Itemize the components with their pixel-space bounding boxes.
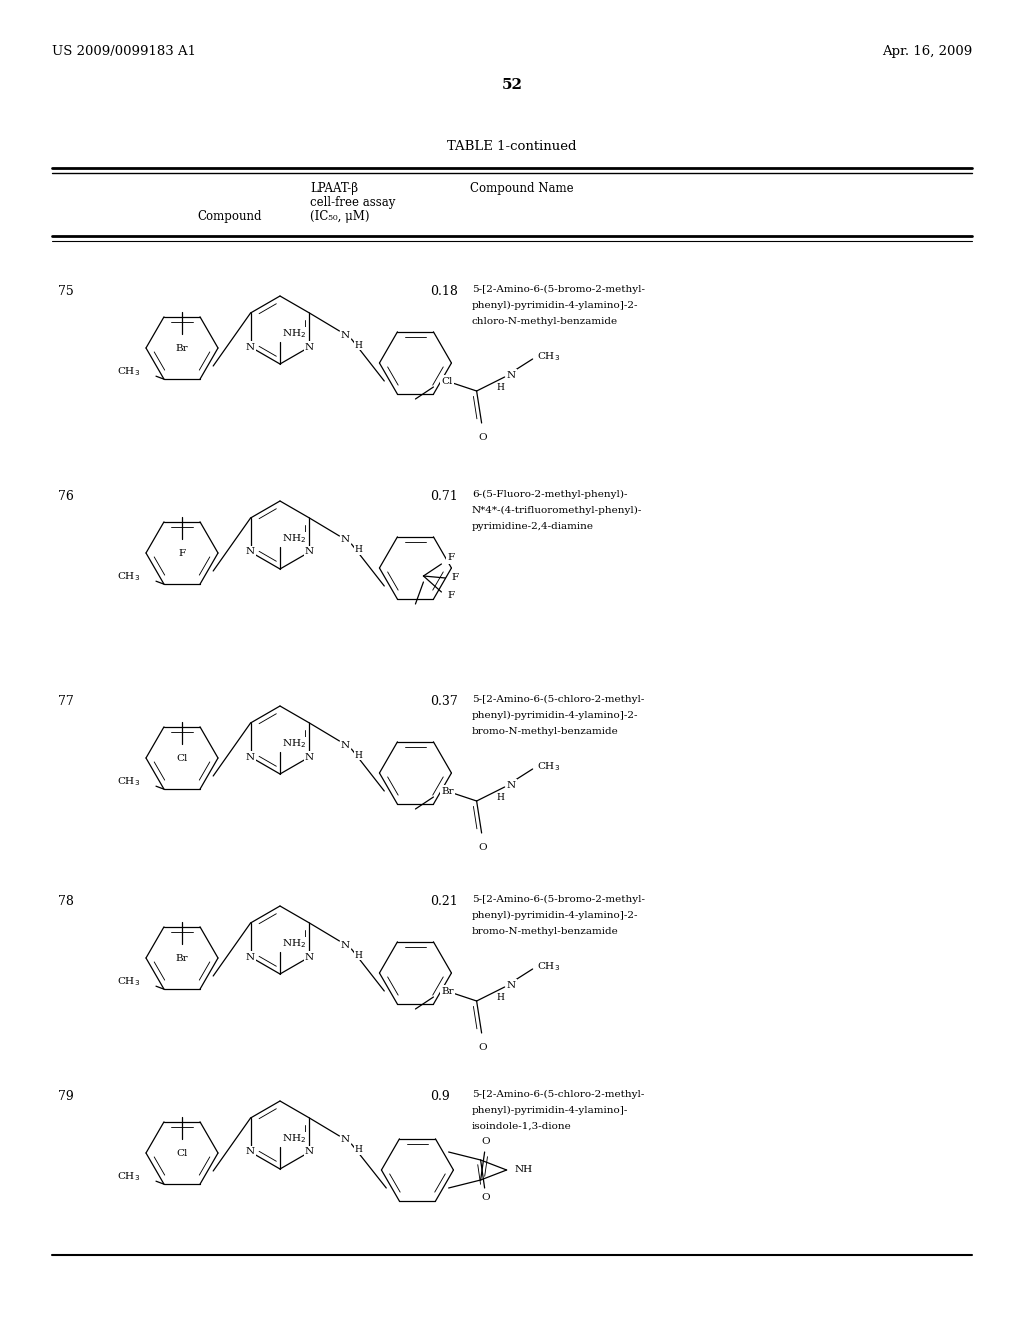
Text: Br: Br (176, 345, 188, 352)
Text: N: N (341, 1135, 350, 1144)
Text: CH$_3$: CH$_3$ (117, 1170, 140, 1183)
Text: N: N (305, 953, 314, 961)
Text: F: F (452, 573, 459, 582)
Text: Apr. 16, 2009: Apr. 16, 2009 (882, 45, 972, 58)
Text: 52: 52 (502, 78, 522, 92)
Text: Cl: Cl (176, 1148, 187, 1158)
Text: 75: 75 (58, 285, 74, 298)
Text: 77: 77 (58, 696, 74, 708)
Text: N: N (246, 342, 255, 351)
Text: Br: Br (441, 787, 454, 796)
Text: N: N (305, 752, 314, 762)
Text: 5-[2-Amino-6-(5-bromo-2-methyl-: 5-[2-Amino-6-(5-bromo-2-methyl- (472, 895, 645, 904)
Text: H: H (354, 950, 362, 960)
Text: N: N (507, 780, 516, 789)
Text: CH$_3$: CH$_3$ (117, 364, 140, 378)
Text: 0.9: 0.9 (430, 1090, 450, 1104)
Text: (IC₅₀, μM): (IC₅₀, μM) (310, 210, 370, 223)
Text: bromo-N-methyl-benzamide: bromo-N-methyl-benzamide (472, 727, 618, 737)
Text: H: H (497, 993, 505, 1002)
Text: phenyl)-pyrimidin-4-ylamino]-2-: phenyl)-pyrimidin-4-ylamino]-2- (472, 711, 639, 721)
Text: 5-[2-Amino-6-(5-chloro-2-methyl-: 5-[2-Amino-6-(5-chloro-2-methyl- (472, 696, 644, 704)
Text: H: H (354, 341, 362, 350)
Text: O: O (478, 843, 487, 851)
Text: 0.18: 0.18 (430, 285, 458, 298)
Text: H: H (354, 751, 362, 759)
Text: CH$_3$: CH$_3$ (117, 570, 140, 582)
Text: 0.37: 0.37 (430, 696, 458, 708)
Text: NH$_2$: NH$_2$ (282, 1133, 306, 1146)
Text: phenyl)-pyrimidin-4-ylamino]-: phenyl)-pyrimidin-4-ylamino]- (472, 1106, 629, 1115)
Text: F: F (447, 553, 455, 562)
Text: CH$_3$: CH$_3$ (537, 351, 560, 363)
Text: 0.21: 0.21 (430, 895, 458, 908)
Text: N: N (507, 981, 516, 990)
Text: US 2009/0099183 A1: US 2009/0099183 A1 (52, 45, 196, 58)
Text: 6-(5-Fluoro-2-methyl-phenyl)-: 6-(5-Fluoro-2-methyl-phenyl)- (472, 490, 628, 499)
Text: N: N (246, 548, 255, 557)
Text: H: H (354, 1146, 362, 1155)
Text: N: N (341, 330, 350, 339)
Text: pyrimidine-2,4-diamine: pyrimidine-2,4-diamine (472, 521, 594, 531)
Text: CH$_3$: CH$_3$ (537, 760, 560, 774)
Text: NH$_2$: NH$_2$ (282, 738, 306, 750)
Text: isoindole-1,3-dione: isoindole-1,3-dione (472, 1122, 571, 1131)
Text: N: N (507, 371, 516, 380)
Text: Cl: Cl (441, 376, 453, 385)
Text: O: O (478, 433, 487, 442)
Text: LPAAT-β: LPAAT-β (310, 182, 358, 195)
Text: bromo-N-methyl-benzamide: bromo-N-methyl-benzamide (472, 927, 618, 936)
Text: NH: NH (515, 1166, 532, 1175)
Text: H: H (354, 545, 362, 554)
Text: H: H (497, 383, 505, 392)
Text: CH$_3$: CH$_3$ (117, 974, 140, 987)
Text: phenyl)-pyrimidin-4-ylamino]-2-: phenyl)-pyrimidin-4-ylamino]-2- (472, 301, 639, 310)
Text: Br: Br (441, 986, 454, 995)
Text: Cl: Cl (176, 754, 187, 763)
Text: N: N (246, 1147, 255, 1156)
Text: NH$_2$: NH$_2$ (282, 327, 306, 341)
Text: N*4*-(4-trifluoromethyl-phenyl)-: N*4*-(4-trifluoromethyl-phenyl)- (472, 506, 642, 515)
Text: O: O (478, 1043, 487, 1052)
Text: NH$_2$: NH$_2$ (282, 937, 306, 950)
Text: H: H (497, 792, 505, 801)
Text: CH$_3$: CH$_3$ (537, 961, 560, 973)
Text: TABLE 1-continued: TABLE 1-continued (447, 140, 577, 153)
Text: Compound: Compound (198, 210, 262, 223)
Text: N: N (305, 342, 314, 351)
Text: 5-[2-Amino-6-(5-bromo-2-methyl-: 5-[2-Amino-6-(5-bromo-2-methyl- (472, 285, 645, 294)
Text: 5-[2-Amino-6-(5-chloro-2-methyl-: 5-[2-Amino-6-(5-chloro-2-methyl- (472, 1090, 644, 1100)
Text: N: N (246, 752, 255, 762)
Text: F: F (447, 591, 455, 601)
Text: F: F (178, 549, 185, 558)
Text: phenyl)-pyrimidin-4-ylamino]-2-: phenyl)-pyrimidin-4-ylamino]-2- (472, 911, 639, 920)
Text: N: N (246, 953, 255, 961)
Text: cell-free assay: cell-free assay (310, 195, 395, 209)
Text: NH$_2$: NH$_2$ (282, 532, 306, 545)
Text: 76: 76 (58, 490, 74, 503)
Text: CH$_3$: CH$_3$ (117, 775, 140, 788)
Text: N: N (341, 536, 350, 544)
Text: 78: 78 (58, 895, 74, 908)
Text: N: N (305, 548, 314, 557)
Text: 0.71: 0.71 (430, 490, 458, 503)
Text: N: N (305, 1147, 314, 1156)
Text: Br: Br (176, 954, 188, 964)
Text: Compound Name: Compound Name (470, 182, 573, 195)
Text: chloro-N-methyl-benzamide: chloro-N-methyl-benzamide (472, 317, 618, 326)
Text: N: N (341, 940, 350, 949)
Text: N: N (341, 741, 350, 750)
Text: O: O (481, 1193, 489, 1203)
Text: O: O (481, 1138, 489, 1147)
Text: 79: 79 (58, 1090, 74, 1104)
